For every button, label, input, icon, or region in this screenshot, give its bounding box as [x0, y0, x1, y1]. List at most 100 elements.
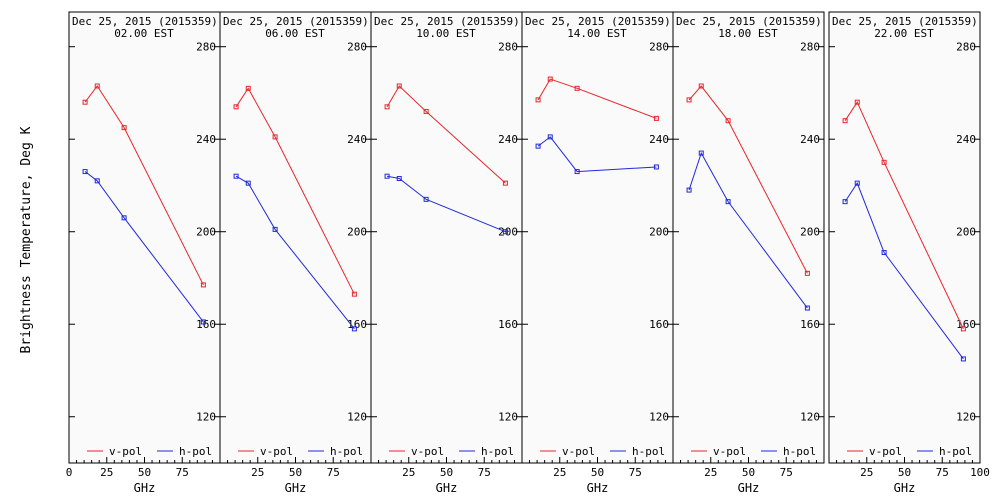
panel-title-time: 18.00 EST: [718, 27, 778, 40]
series-line-v-pol: [844, 101, 964, 330]
data-point-h-pol: [725, 199, 731, 205]
data-point-v-pol: [653, 115, 659, 121]
x-tick-label: 50: [898, 466, 911, 479]
panel-title-time: 06.00 EST: [265, 27, 325, 40]
data-point-v-pol: [351, 291, 357, 297]
y-tick-label: 120: [196, 411, 216, 424]
y-tick-label: 200: [800, 226, 820, 239]
data-point-h-pol: [535, 143, 541, 149]
data-point-h-pol: [574, 169, 580, 175]
y-tick-label: 240: [800, 133, 820, 146]
data-point-h-pol: [502, 229, 508, 235]
data-point-v-pol: [960, 326, 966, 332]
x-tick-label: 25: [251, 466, 264, 479]
x-axis-label: GHz: [738, 481, 760, 495]
x-tick-label: 50: [289, 466, 302, 479]
legend-label-h-pol: h-pol: [481, 445, 514, 458]
y-tick-label: 280: [347, 41, 367, 54]
panel-title-time: 02.00 EST: [114, 27, 174, 40]
y-tick-label: 280: [649, 41, 669, 54]
panel-title-date: Dec 25, 2015 (2015359): [223, 15, 369, 28]
y-axis-label: Brightness Temperature, Deg K: [19, 126, 34, 353]
data-point-v-pol: [423, 108, 429, 114]
x-axis-label: GHz: [285, 481, 307, 495]
x-tick-label: 50: [440, 466, 453, 479]
y-tick-label: 280: [498, 41, 518, 54]
series-line-h-pol: [235, 175, 355, 330]
series-line-h-pol: [844, 182, 964, 360]
series-line-v-pol: [688, 85, 808, 274]
panel-title-date: Dec 25, 2015 (2015359): [525, 15, 671, 28]
data-point-h-pol: [960, 356, 966, 362]
panel-5: Dec 25, 2015 (2015359)18.00 EST 120 160 200…: [672, 11, 825, 495]
panel-2: Dec 25, 2015 (2015359)06.00 EST 120 160 200…: [219, 11, 372, 495]
data-point-h-pol: [842, 199, 848, 205]
y-tick-label: 240: [649, 133, 669, 146]
data-point-v-pol: [384, 104, 390, 110]
y-tick-label: 120: [498, 411, 518, 424]
data-point-v-pol: [502, 180, 508, 186]
panel-frame: [68, 11, 221, 464]
series-line-h-pol: [386, 175, 506, 233]
data-point-v-pol: [272, 134, 278, 140]
x-tick-label: 25: [553, 466, 566, 479]
data-point-v-pol: [854, 99, 860, 105]
y-tick-label: 240: [347, 133, 367, 146]
x-tick-label: 25: [100, 466, 113, 479]
data-point-h-pol: [804, 305, 810, 311]
data-point-v-pol: [233, 104, 239, 110]
x-tick-label: 75: [327, 466, 340, 479]
legend-label-v-pol: v-pol: [411, 445, 444, 458]
panel-3: Dec 25, 2015 (2015359)10.00 EST 120 160 200…: [370, 11, 523, 495]
y-tick-label: 160: [498, 318, 518, 331]
x-tick-label: 25: [704, 466, 717, 479]
panel-title-time: 14.00 EST: [567, 27, 627, 40]
y-tick-label: 120: [956, 411, 976, 424]
y-tick-label: 120: [347, 411, 367, 424]
x-axis-label: GHz: [894, 481, 916, 495]
series-line-v-pol: [235, 87, 355, 295]
x-tick-label: 75: [478, 466, 491, 479]
y-tick-label: 200: [498, 226, 518, 239]
x-tick-label: 75: [629, 466, 642, 479]
y-tick-label: 280: [196, 41, 216, 54]
y-tick-label: 160: [800, 318, 820, 331]
panel-6: Dec 25, 2015 (2015359)22.00 EST120160200…: [828, 11, 990, 495]
x-tick-label: 75: [176, 466, 189, 479]
x-axis-label: GHz: [587, 481, 609, 495]
data-point-h-pol: [272, 226, 278, 232]
panel-frame: [370, 11, 523, 464]
legend-label-h-pol: h-pol: [939, 445, 972, 458]
legend-label-h-pol: h-pol: [179, 445, 212, 458]
legend-label-v-pol: v-pol: [713, 445, 746, 458]
series-line-v-pol: [386, 85, 506, 184]
data-point-v-pol: [725, 118, 731, 124]
data-point-h-pol: [200, 319, 206, 325]
legend-label-h-pol: h-pol: [783, 445, 816, 458]
x-tick-label: 50: [138, 466, 151, 479]
data-point-h-pol: [854, 180, 860, 186]
y-tick-label: 240: [498, 133, 518, 146]
panel-frame: [219, 11, 372, 464]
y-tick-label: 280: [956, 41, 976, 54]
series-line-v-pol: [537, 78, 657, 119]
data-point-v-pol: [698, 83, 704, 89]
data-point-h-pol: [233, 173, 239, 179]
series-line-v-pol: [84, 85, 204, 286]
data-point-v-pol: [547, 76, 553, 82]
panel-1: Dec 25, 2015 (2015359)02.00 EST 120 160 200…: [66, 11, 221, 495]
legend-label-v-pol: v-pol: [562, 445, 595, 458]
data-point-v-pol: [574, 85, 580, 91]
series-line-h-pol: [537, 136, 657, 173]
panel-title-time: 22.00 EST: [874, 27, 934, 40]
data-point-h-pol: [245, 180, 251, 186]
data-point-h-pol: [121, 215, 127, 221]
x-axis-label: GHz: [134, 481, 156, 495]
panel-4: Dec 25, 2015 (2015359)14.00 EST 120 160 200…: [521, 11, 674, 495]
data-point-h-pol: [384, 173, 390, 179]
data-point-h-pol: [351, 326, 357, 332]
panel-frame: [521, 11, 674, 464]
data-point-h-pol: [686, 187, 692, 193]
data-point-v-pol: [245, 85, 251, 91]
y-tick-label: 240: [956, 133, 976, 146]
